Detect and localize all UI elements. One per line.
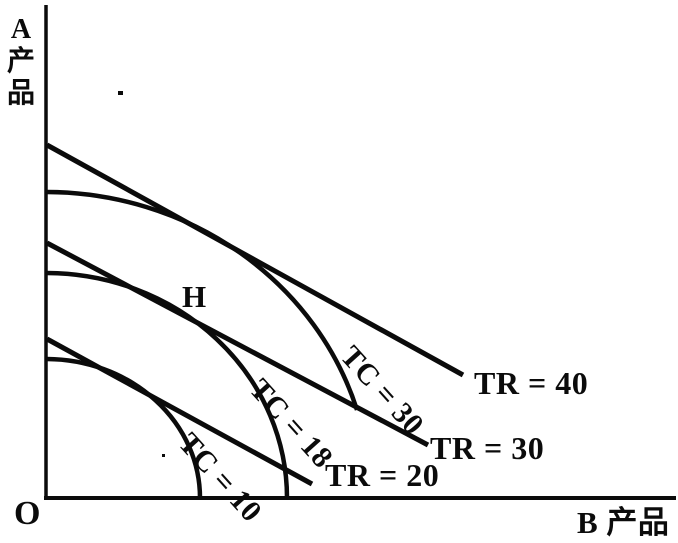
x-axis-label: B 产品 (577, 505, 670, 540)
y-axis-label: A 产 品 (5, 14, 37, 110)
h-point-label: H (182, 279, 207, 314)
tr30-label: TR = 30 (430, 430, 545, 466)
y-axis-label-line: A (10, 14, 32, 45)
tc30-curve (46, 189, 360, 411)
tr40-label: TR = 40 (474, 365, 589, 401)
tc18-curve (46, 270, 290, 499)
tr40-line (45, 142, 465, 378)
tr30-line (45, 240, 430, 448)
tr20-label: TR = 20 (325, 457, 440, 493)
y-axis-label-line: 产 (6, 46, 35, 77)
y-axis-label-line: 品 (6, 78, 35, 109)
ink-speck (162, 454, 165, 457)
ink-speck (118, 91, 123, 95)
origin-label: O (14, 495, 41, 532)
tc10-curve (46, 356, 203, 499)
